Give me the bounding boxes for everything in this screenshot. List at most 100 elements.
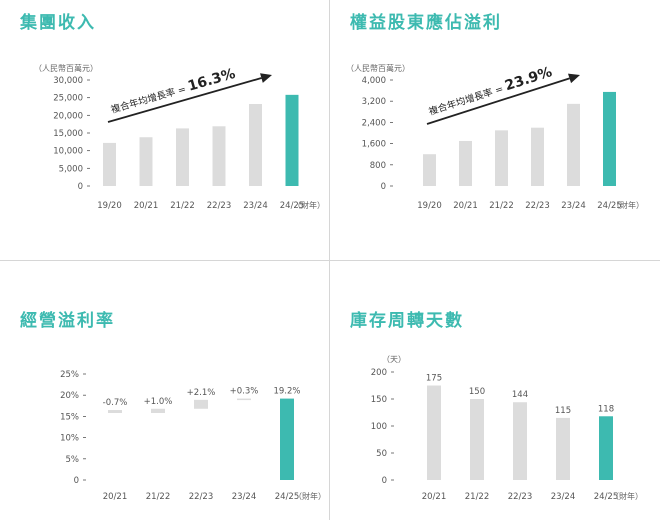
- x-tick-label: 23/24: [232, 492, 257, 502]
- profit-panel: 權益股東應佔溢利 （人民幣百萬元） 0 800 1,600 2,400 3,200 4,0…: [330, 0, 659, 259]
- revenue-chart: 0 5,000 10,000 15,000 20,000 25,000 30,000 19/2…: [53, 66, 325, 211]
- cagr-arrow-line: [107, 77, 262, 123]
- x-tick-label: 23/24: [561, 201, 586, 211]
- y-tick-label: 15,000: [53, 129, 83, 139]
- bar: [531, 127, 544, 186]
- margin-title: 經營溢利率: [20, 311, 115, 331]
- inventory-title: 庫存周轉天數: [350, 311, 464, 331]
- bar: [139, 137, 153, 186]
- x-tick-label: 20/21: [134, 201, 159, 211]
- revenue-panel: 集團收入 （人民幣百萬元） 0 5,000 10,000 15,000 20,000 25…: [0, 0, 329, 259]
- bar: [599, 416, 613, 480]
- y-tick-label: 800: [370, 161, 386, 171]
- x-tick-label: 21/22: [465, 492, 490, 502]
- y-tick-label: 50: [376, 449, 387, 459]
- x-axis-label: （財年）: [612, 200, 644, 210]
- y-tick-label: 25%: [60, 370, 79, 380]
- bar: [212, 126, 226, 186]
- data-label: 19.2%: [273, 387, 300, 397]
- y-tick-label: 0: [381, 182, 386, 192]
- x-axis-label: （財年）: [293, 200, 325, 210]
- x-tick-label: 20/21: [453, 201, 478, 211]
- cagr-label: 複合年均增長率 = 23.9%: [426, 64, 554, 119]
- data-label: 115: [555, 406, 571, 416]
- bar: [285, 94, 299, 186]
- y-tick-label: 200: [371, 368, 387, 378]
- x-tick-label: 23/24: [551, 492, 576, 502]
- bar: [249, 104, 262, 186]
- data-label: 150: [469, 387, 485, 397]
- y-tick-label: 20,000: [53, 111, 83, 121]
- bar: [513, 402, 527, 480]
- profit-unit-label: （人民幣百萬元）: [346, 64, 410, 73]
- x-tick-label: 24/25: [280, 201, 305, 211]
- x-axis-label: （財年）: [294, 491, 326, 501]
- cagr-arrow-head: [260, 73, 272, 83]
- x-tick-label: 22/23: [207, 201, 232, 211]
- y-tick-label: 15%: [60, 412, 79, 422]
- y-tick-label: 30,000: [53, 76, 83, 86]
- x-tick-label: 22/23: [525, 201, 550, 211]
- margin-chart: 0 5% 10% 15% 20% 25% -0.7% +1.0% +2.1% +0.3% 19.2%…: [60, 370, 326, 502]
- y-tick-label: 100: [371, 422, 387, 432]
- profit-title: 權益股東應佔溢利: [350, 13, 502, 33]
- x-tick-label: 24/25: [275, 492, 300, 502]
- y-tick-label: 2,400: [362, 118, 386, 128]
- data-label: 118: [598, 404, 614, 414]
- x-axis-label: （財年）: [611, 491, 643, 501]
- x-tick-label: 21/22: [170, 201, 195, 211]
- bar: [603, 91, 616, 186]
- bar: [427, 385, 441, 480]
- x-tick-label: 20/21: [103, 492, 128, 502]
- x-tick-label: 19/20: [417, 201, 442, 211]
- y-tick-label: 4,000: [362, 76, 386, 86]
- bar: [194, 399, 208, 409]
- data-label: +2.1%: [187, 388, 216, 398]
- inventory-unit-label: （天）: [382, 355, 406, 364]
- bar: [280, 398, 294, 480]
- y-tick-label: 150: [371, 395, 387, 405]
- data-label: -0.7%: [103, 398, 128, 408]
- margin-panel: 經營溢利率 0 5% 10% 15% 20% 25% -0.7% +1.0% +2.1% +0.3…: [0, 261, 329, 520]
- y-tick-label: 5%: [66, 455, 80, 465]
- y-tick-label: 1,600: [362, 140, 386, 150]
- y-tick-label: 3,200: [362, 97, 386, 107]
- revenue-unit-label: （人民幣百萬元）: [34, 64, 98, 73]
- y-tick-label: 25,000: [53, 94, 83, 104]
- inventory-chart: 0 50 100 150 200 175 150 144 115 118 20/21 21/22 22/…: [371, 368, 643, 502]
- x-tick-label: 22/23: [508, 492, 533, 502]
- bar: [459, 140, 472, 186]
- x-tick-label: 20/21: [422, 492, 447, 502]
- y-tick-label: 5,000: [59, 164, 83, 174]
- data-label: 175: [426, 374, 442, 384]
- bar: [423, 154, 436, 186]
- bar: [103, 142, 116, 186]
- x-tick-label: 21/22: [146, 492, 171, 502]
- y-tick-label: 10,000: [53, 147, 83, 157]
- cagr-value: 23.9%: [503, 64, 554, 94]
- bar: [495, 130, 508, 186]
- bar: [151, 408, 165, 414]
- bar: [567, 103, 580, 186]
- bar: [176, 128, 189, 186]
- y-tick-label: 0: [74, 476, 79, 486]
- data-label: +1.0%: [144, 397, 173, 407]
- x-tick-label: 22/23: [189, 492, 214, 502]
- profit-chart: 0 800 1,600 2,400 3,200 4,000 19/20 20/21 21/22 2…: [362, 64, 644, 211]
- x-tick-label: 24/25: [594, 492, 619, 502]
- horizontal-divider: [0, 260, 660, 261]
- inventory-panel: 庫存周轉天數 （天） 0 50 100 150 200 175 150 144 115 118 20…: [330, 261, 659, 520]
- y-tick-label: 0: [78, 182, 83, 192]
- x-tick-label: 21/22: [489, 201, 514, 211]
- data-label: 144: [512, 390, 528, 400]
- bar: [237, 398, 251, 401]
- x-tick-label: 24/25: [597, 201, 622, 211]
- cagr-value: 16.3%: [186, 66, 237, 95]
- x-tick-label: 23/24: [243, 201, 268, 211]
- y-tick-label: 10%: [60, 434, 79, 444]
- data-label: +0.3%: [230, 387, 259, 397]
- x-tick-label: 19/20: [97, 201, 122, 211]
- bar: [556, 417, 570, 480]
- cagr-arrow-line: [426, 77, 570, 125]
- revenue-title: 集團收入: [20, 13, 96, 33]
